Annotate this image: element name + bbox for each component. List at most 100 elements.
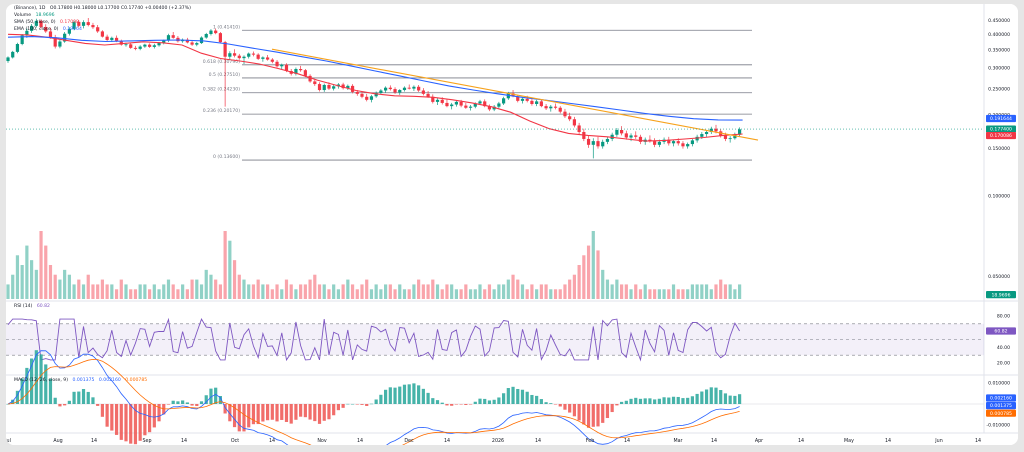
macd-signal-value: 0.002160 bbox=[98, 378, 121, 383]
volume-bar bbox=[299, 284, 303, 299]
volume-legend[interactable]: Volume 18.9696 bbox=[14, 13, 58, 19]
volume-bar bbox=[620, 284, 624, 299]
candle-body bbox=[11, 51, 15, 58]
candle-body bbox=[379, 90, 383, 93]
candle-body bbox=[445, 102, 449, 107]
volume-bar bbox=[162, 284, 166, 299]
candle-body bbox=[124, 44, 128, 46]
candle-body bbox=[53, 37, 57, 47]
macd-histogram-bar bbox=[195, 404, 199, 407]
price-badge bbox=[986, 131, 1016, 140]
volume-bar bbox=[176, 289, 180, 299]
volume-bar bbox=[738, 284, 742, 299]
volume-bar bbox=[468, 289, 473, 299]
macd-histogram-bar bbox=[266, 404, 270, 421]
time-tick-label: 14 bbox=[975, 438, 981, 444]
macd-histogram-bar bbox=[402, 384, 407, 404]
time-tick-label: Mar bbox=[673, 438, 682, 444]
macd-histogram-bar bbox=[63, 404, 67, 406]
candle-body bbox=[544, 106, 548, 109]
volume-bar bbox=[133, 289, 138, 299]
volume-bar bbox=[445, 284, 449, 299]
volume-bar bbox=[185, 289, 189, 299]
macd-histogram-bar bbox=[653, 399, 657, 404]
macd-histogram-bar bbox=[586, 404, 591, 428]
volume-bar bbox=[58, 279, 62, 299]
macd-histogram-bar bbox=[553, 404, 558, 405]
price-axis[interactable]: 0.450000 0.400000 0.350000 0.300000 0.250000… bbox=[6, 18, 1016, 298]
macd-histogram-bar bbox=[478, 398, 482, 404]
macd-histogram-bar bbox=[91, 397, 95, 404]
volume-bar bbox=[129, 289, 133, 299]
macd-histogram-bar bbox=[738, 394, 742, 404]
candle-body bbox=[355, 91, 359, 94]
price-tick-label: 0.150000 bbox=[988, 146, 1010, 152]
macd-histogram-bar bbox=[544, 402, 548, 404]
macd-histogram-bar bbox=[100, 404, 104, 417]
price-badge-label: 0.177400 bbox=[990, 127, 1012, 133]
volume-bar bbox=[100, 279, 104, 299]
candle-body bbox=[577, 125, 581, 133]
macd-histogram-bar bbox=[143, 404, 147, 436]
candle-body bbox=[728, 138, 732, 140]
macd-histogram-bar bbox=[525, 391, 529, 404]
ema-legend[interactable]: EMA (100, close, 0) 0.19164 bbox=[14, 27, 85, 33]
candle-body bbox=[232, 53, 237, 56]
macd-histogram-bar bbox=[214, 387, 218, 404]
rsi-legend[interactable]: RSI (14) 60.82 bbox=[14, 304, 53, 310]
macd-histogram-bar bbox=[492, 399, 496, 404]
macd-histogram-bar bbox=[464, 404, 468, 405]
volume-bar bbox=[223, 231, 227, 299]
volume-bar bbox=[332, 284, 336, 299]
macd-histogram-bar bbox=[284, 404, 289, 422]
macd-histogram-bar bbox=[152, 404, 156, 428]
macd-histogram-bar bbox=[516, 388, 520, 404]
macd-histogram-bar bbox=[487, 400, 492, 404]
price-tick-label: 0.100000 bbox=[988, 193, 1010, 199]
fib-level-label: 0.618 (0.30790) bbox=[203, 59, 240, 65]
volume-bar bbox=[39, 231, 43, 299]
candle-body bbox=[605, 138, 610, 142]
macd-tick-label: -0.010000 bbox=[986, 423, 1010, 429]
candle-body bbox=[459, 101, 463, 106]
sma-label: SMA (50, close, 0) bbox=[14, 20, 56, 25]
candle-body bbox=[72, 21, 76, 29]
macd-histogram-bar bbox=[719, 390, 723, 404]
volume-bar bbox=[374, 284, 378, 299]
volume-bar bbox=[96, 284, 100, 299]
macd-histogram-bar bbox=[20, 378, 24, 404]
macd-signal-line bbox=[7, 358, 740, 445]
chart-background bbox=[6, 4, 1018, 445]
volume-bar bbox=[506, 279, 510, 299]
candle-body bbox=[171, 35, 175, 38]
macd-badge bbox=[986, 394, 1016, 402]
volume-bar bbox=[638, 289, 643, 299]
macd-histogram-bar bbox=[237, 404, 241, 432]
macd-histogram-bar bbox=[497, 397, 501, 404]
candle-body bbox=[714, 128, 718, 132]
candle-body bbox=[402, 87, 407, 91]
symbol-legend[interactable]: (Binance), 1D O0.17800 H0.18000 L0.17700… bbox=[14, 6, 194, 12]
sma-legend[interactable]: SMA (50, close, 0) 0.17098 bbox=[14, 20, 82, 26]
fibonacci-retracement[interactable]: 1 (0.41410) 0.618 (0.30790) 0.5 (0.27510) 0… bbox=[203, 24, 752, 161]
time-axis[interactable]: Jul Aug 14 Sep 14 Oct 14 Nov 14 Dec 14 2026 14 Feb 14 M… bbox=[6, 438, 981, 444]
price-tick-label: 0.050000 bbox=[988, 274, 1010, 280]
macd-histogram-bar bbox=[539, 399, 543, 404]
volume-bar bbox=[261, 284, 265, 299]
candle-body bbox=[520, 98, 525, 101]
volume-bar bbox=[209, 274, 213, 299]
volume-bar bbox=[91, 284, 95, 299]
candle-body bbox=[63, 33, 67, 42]
rsi-tick-label: 20.00 bbox=[997, 361, 1010, 367]
volume-bar bbox=[497, 284, 501, 299]
time-tick-label: 14 bbox=[357, 438, 363, 444]
candle-body bbox=[44, 26, 48, 32]
candle-body bbox=[237, 55, 241, 59]
macd-legend[interactable]: MACD (12, 26, close, 9) 0.001375 0.00216… bbox=[14, 378, 150, 384]
candle-body bbox=[667, 139, 671, 144]
volume-bar bbox=[624, 284, 628, 299]
chart-canvas[interactable]: 1 (0.41410)0.618 (0.30790)0.5 (0.27510)0… bbox=[6, 4, 1018, 445]
candle-body bbox=[86, 22, 90, 26]
volume-bar bbox=[572, 274, 576, 299]
candle-body bbox=[393, 89, 397, 93]
